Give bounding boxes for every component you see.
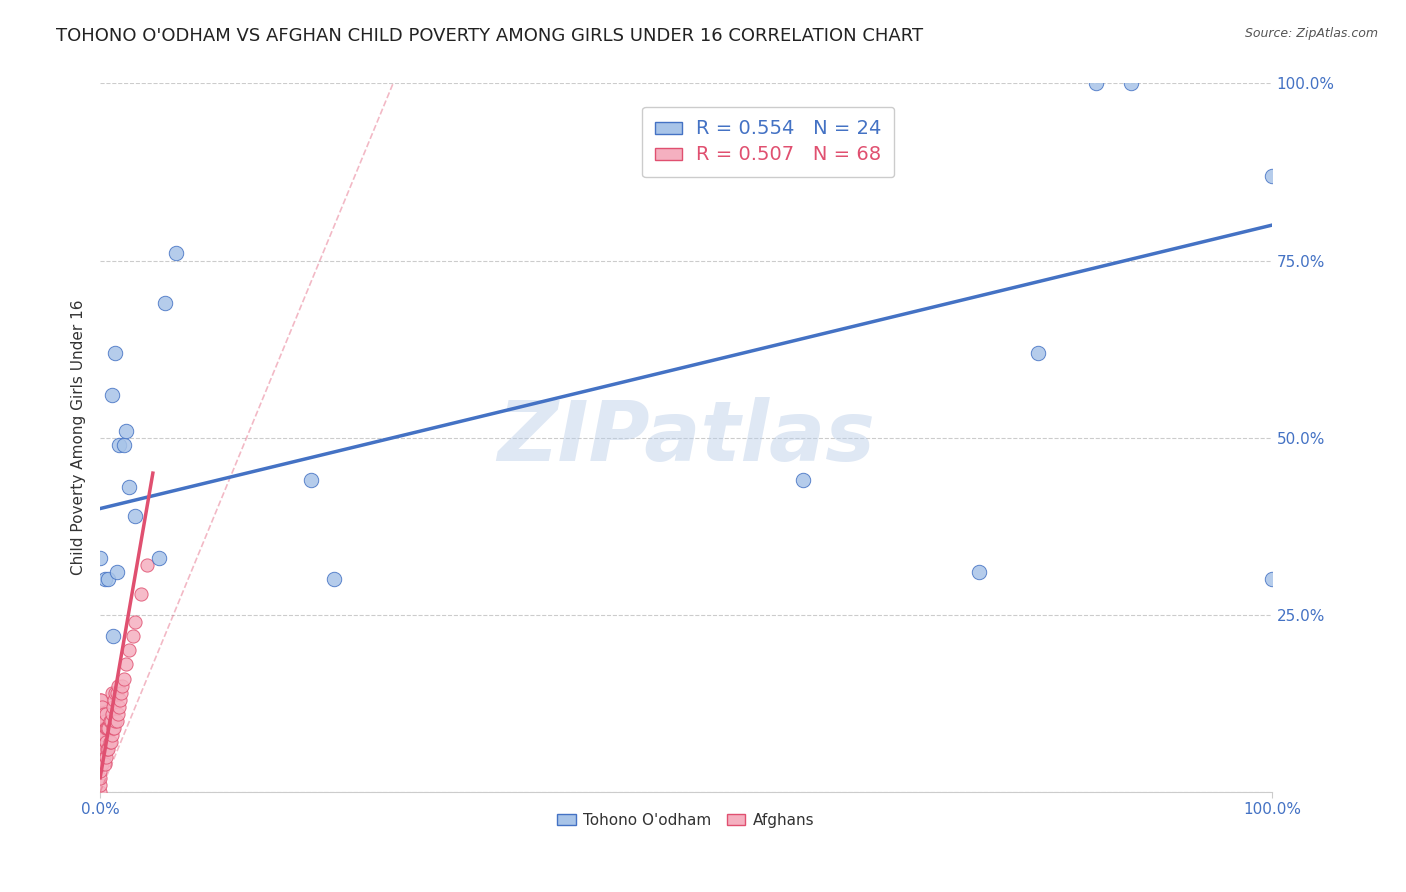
Point bbox=[94, 756, 117, 771]
Point bbox=[94, 728, 117, 742]
Point bbox=[103, 693, 125, 707]
Point bbox=[98, 714, 121, 728]
Point bbox=[89, 714, 111, 728]
Legend: Tohono O'odham, Afghans: Tohono O'odham, Afghans bbox=[551, 806, 821, 834]
Point bbox=[91, 756, 114, 771]
Point bbox=[89, 742, 111, 756]
Point bbox=[101, 728, 124, 742]
Point bbox=[792, 473, 814, 487]
Point bbox=[101, 721, 124, 735]
Point bbox=[96, 742, 118, 756]
Point bbox=[93, 721, 115, 735]
Point bbox=[94, 714, 117, 728]
Point bbox=[136, 558, 159, 573]
Point bbox=[89, 721, 111, 735]
Point bbox=[94, 735, 117, 749]
Point bbox=[89, 551, 111, 566]
Point bbox=[103, 721, 125, 735]
Point bbox=[104, 714, 127, 728]
Point bbox=[108, 438, 131, 452]
Point bbox=[97, 721, 120, 735]
Point bbox=[89, 771, 111, 785]
Point bbox=[89, 735, 111, 749]
Point bbox=[100, 735, 122, 749]
Point bbox=[89, 728, 111, 742]
Point bbox=[118, 480, 141, 494]
Point bbox=[89, 706, 111, 721]
Point bbox=[91, 728, 114, 742]
Point bbox=[101, 686, 124, 700]
Point bbox=[105, 714, 128, 728]
Point bbox=[323, 573, 346, 587]
Point bbox=[111, 679, 134, 693]
Point bbox=[108, 700, 131, 714]
Point bbox=[90, 735, 112, 749]
Point bbox=[97, 742, 120, 756]
Point bbox=[89, 785, 111, 799]
Point bbox=[104, 686, 127, 700]
Point bbox=[89, 778, 111, 792]
Point bbox=[96, 721, 118, 735]
Point bbox=[118, 643, 141, 657]
Point bbox=[108, 693, 131, 707]
Point bbox=[105, 686, 128, 700]
Point bbox=[1261, 169, 1284, 183]
Point bbox=[165, 246, 187, 260]
Point bbox=[101, 706, 124, 721]
Point bbox=[93, 706, 115, 721]
Point bbox=[104, 345, 127, 359]
Point bbox=[112, 438, 135, 452]
Point bbox=[101, 629, 124, 643]
Point bbox=[94, 742, 117, 756]
Point bbox=[89, 749, 111, 764]
Point bbox=[129, 586, 152, 600]
Point bbox=[89, 700, 111, 714]
Point bbox=[153, 296, 176, 310]
Point bbox=[91, 714, 114, 728]
Point bbox=[105, 566, 128, 580]
Point bbox=[299, 473, 322, 487]
Point bbox=[89, 693, 111, 707]
Point bbox=[90, 749, 112, 764]
Point bbox=[967, 566, 990, 580]
Point bbox=[89, 756, 111, 771]
Point bbox=[101, 700, 124, 714]
Point bbox=[97, 573, 120, 587]
Text: TOHONO O'ODHAM VS AFGHAN CHILD POVERTY AMONG GIRLS UNDER 16 CORRELATION CHART: TOHONO O'ODHAM VS AFGHAN CHILD POVERTY A… bbox=[56, 27, 924, 45]
Point bbox=[93, 749, 115, 764]
Point bbox=[94, 706, 117, 721]
Point bbox=[1121, 77, 1143, 91]
Point bbox=[90, 706, 112, 721]
Point bbox=[91, 742, 114, 756]
Text: Source: ZipAtlas.com: Source: ZipAtlas.com bbox=[1244, 27, 1378, 40]
Point bbox=[115, 657, 138, 672]
Point bbox=[94, 749, 117, 764]
Point bbox=[124, 508, 146, 523]
Point bbox=[100, 714, 122, 728]
Point bbox=[98, 735, 121, 749]
Point bbox=[110, 686, 132, 700]
Point bbox=[94, 721, 117, 735]
Point bbox=[107, 706, 129, 721]
Point bbox=[1085, 77, 1108, 91]
Y-axis label: Child Poverty Among Girls Under 16: Child Poverty Among Girls Under 16 bbox=[72, 300, 86, 575]
Point bbox=[148, 551, 170, 566]
Point bbox=[115, 424, 138, 438]
Point bbox=[91, 700, 114, 714]
Point bbox=[101, 388, 124, 402]
Point bbox=[89, 764, 111, 778]
Point bbox=[122, 629, 145, 643]
Point bbox=[112, 672, 135, 686]
Point bbox=[94, 573, 117, 587]
Point bbox=[107, 679, 129, 693]
Point bbox=[1261, 573, 1284, 587]
Point bbox=[90, 693, 112, 707]
Point bbox=[124, 615, 146, 629]
Point bbox=[90, 721, 112, 735]
Point bbox=[93, 735, 115, 749]
Point bbox=[1026, 345, 1049, 359]
Text: ZIPatlas: ZIPatlas bbox=[498, 397, 875, 478]
